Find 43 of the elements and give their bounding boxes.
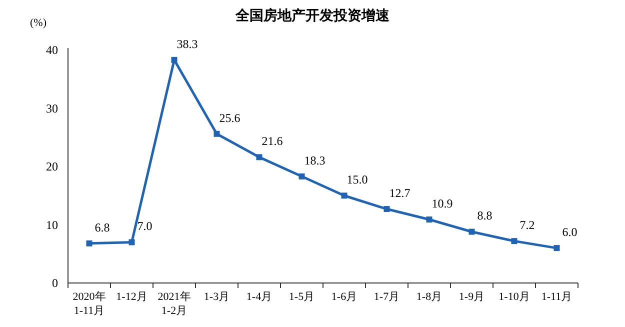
ylabel: (%) bbox=[30, 17, 46, 29]
x-tick-label: 1-4月 bbox=[246, 291, 272, 303]
x-tick-label: 1-11月 bbox=[541, 291, 572, 303]
y-tick-label: 20 bbox=[46, 160, 58, 174]
x-tick-label: 1-3月 bbox=[204, 291, 230, 303]
y-tick-label: 40 bbox=[46, 43, 58, 57]
point bbox=[468, 228, 475, 235]
x-tick-label: 1-10月 bbox=[498, 291, 530, 303]
title: 全国房地产开发投资增速 bbox=[236, 9, 390, 24]
x-tick-label: 2021年 1-2月 bbox=[158, 291, 191, 317]
point bbox=[298, 173, 305, 180]
point bbox=[384, 206, 390, 212]
text: 10.9 bbox=[432, 196, 453, 211]
text: 6.0 bbox=[562, 225, 578, 240]
text: 7.0 bbox=[137, 219, 152, 234]
point bbox=[214, 130, 220, 137]
x-tick-label: 1-12月 bbox=[116, 291, 148, 303]
y-tick-label: 10 bbox=[46, 218, 58, 232]
y-tick-label: 30 bbox=[46, 101, 58, 116]
point bbox=[128, 239, 135, 246]
x-tick-label: 2020年 1-11月 bbox=[72, 291, 106, 317]
text: 18.3 bbox=[304, 153, 326, 168]
point bbox=[86, 240, 92, 246]
point bbox=[511, 238, 518, 244]
y-tick-label: 0 bbox=[52, 276, 58, 290]
x-tick-label: 1-9月 bbox=[458, 291, 485, 303]
point bbox=[426, 216, 432, 223]
text: 7.2 bbox=[520, 218, 535, 232]
x-tick-label: 1-8月 bbox=[416, 291, 442, 303]
point bbox=[171, 56, 178, 63]
point bbox=[256, 154, 262, 160]
x-tick-label: 1-5月 bbox=[288, 291, 315, 303]
text: 21.6 bbox=[262, 134, 283, 148]
x-tick-label: 1-7月 bbox=[374, 291, 400, 303]
text: 25.6 bbox=[219, 110, 240, 125]
point bbox=[554, 245, 560, 252]
text: 6.8 bbox=[94, 220, 110, 234]
x-tick-label: 1-6月 bbox=[331, 291, 358, 303]
text: 8.8 bbox=[477, 208, 492, 223]
text: 38.3 bbox=[176, 36, 198, 51]
point bbox=[341, 192, 348, 199]
text: 12.7 bbox=[389, 186, 410, 200]
text: 15.0 bbox=[346, 172, 368, 187]
